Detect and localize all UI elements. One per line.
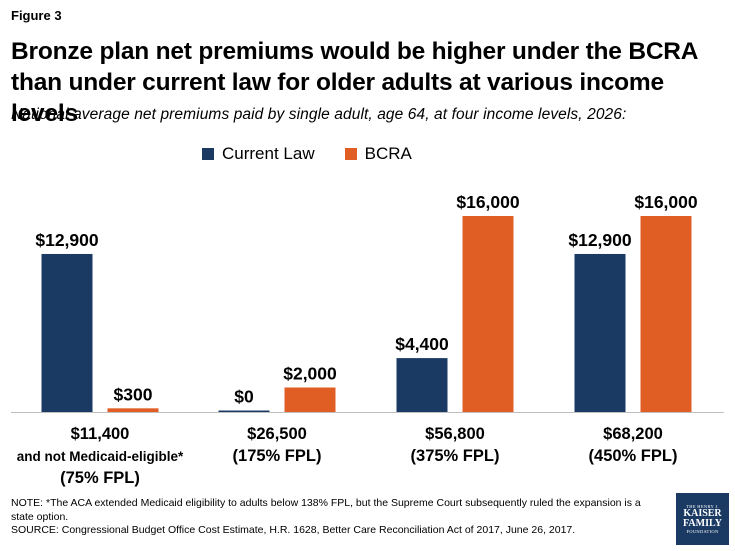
category-label-3-line-1: $56,800	[425, 425, 485, 443]
bar-bcra-2	[284, 387, 336, 412]
note-text: NOTE: *The ACA extended Medicaid eligibi…	[11, 497, 641, 523]
category-label-3-line-2: (375% FPL)	[411, 447, 500, 465]
category-label-1-line-1: $11,400	[71, 425, 130, 443]
data-label-bcra-2: $2,000	[283, 364, 337, 384]
bar-bcra-1	[107, 408, 159, 412]
bar-current-law-2	[218, 410, 270, 412]
chart-subtitle: National average net premiums paid by si…	[11, 106, 627, 123]
source-text: SOURCE: Congressional Budget Office Cost…	[11, 524, 576, 536]
figure-label: Figure 3	[11, 8, 62, 23]
legend-label-bcra: BCRA	[364, 144, 412, 163]
bar-current-law-4	[574, 253, 626, 412]
logo-line-1: THE HENRY J.	[686, 504, 719, 509]
category-label-1-line-3: (75% FPL)	[60, 469, 140, 487]
bar-bcra-3	[462, 216, 514, 412]
category-label-4-line-1: $68,200	[603, 425, 663, 443]
category-label-4-line-2: (450% FPL)	[589, 447, 678, 465]
data-label-bcra-4: $16,000	[634, 192, 698, 212]
data-label-bcra-1: $300	[114, 384, 153, 404]
logo-line-4: FOUNDATION	[686, 529, 719, 534]
legend-item-current-law: Current Law	[202, 144, 315, 164]
bar-bcra-4	[640, 216, 692, 412]
logo-line-2: KAISER	[683, 508, 722, 519]
category-label-2-line-2: (175% FPL)	[233, 447, 322, 465]
legend-item-bcra: BCRA	[344, 144, 412, 164]
kff-logo: THE HENRY J. KAISER FAMILY FOUNDATION	[676, 493, 729, 545]
category-label-1-line-2: and not Medicaid-eligible*	[17, 449, 184, 464]
footnote: NOTE: *The ACA extended Medicaid eligibi…	[11, 497, 661, 538]
legend: Current Law BCRA	[202, 144, 442, 164]
logo-line-3: FAMILY	[683, 518, 722, 529]
data-label-current-law-3: $4,400	[395, 334, 449, 354]
data-label-current-law-2: $0	[234, 387, 254, 407]
legend-swatch-bcra	[344, 148, 357, 160]
bar-current-law-1	[41, 253, 93, 412]
chart-title: Bronze plan net premiums would be higher…	[11, 38, 698, 127]
data-label-current-law-1: $12,900	[35, 230, 99, 250]
legend-label-current-law: Current Law	[222, 144, 315, 163]
category-label-2-line-1: $26,500	[247, 425, 307, 443]
data-label-bcra-3: $16,000	[456, 192, 520, 212]
data-label-current-law-4: $12,900	[568, 230, 632, 250]
bar-chart: $12,900 $300 $11,400 and not Medicaid-eligi…	[11, 192, 724, 487]
legend-swatch-current-law	[202, 148, 214, 160]
bar-current-law-3	[396, 358, 448, 412]
